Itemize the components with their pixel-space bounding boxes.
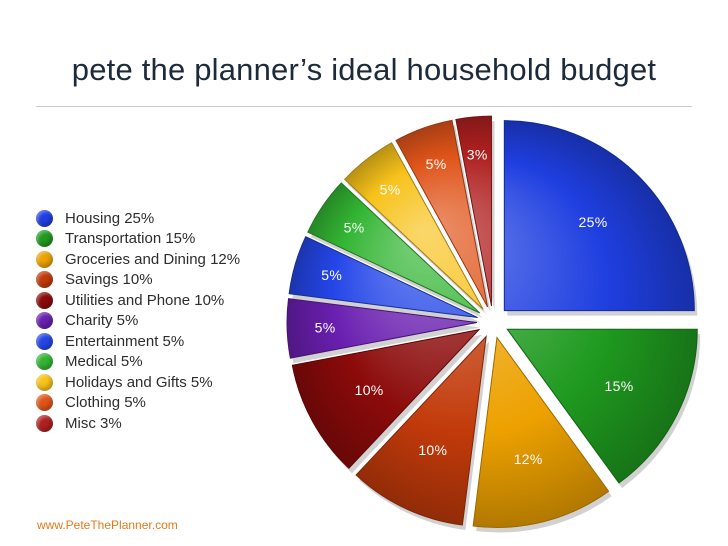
title-divider: [36, 106, 692, 107]
slice-label-housing: 25%: [579, 214, 608, 230]
legend-label: Medical 5%: [65, 353, 143, 371]
pie-slice-groceries-and-dining: [472, 336, 610, 528]
slice-label-clothing: 5%: [426, 156, 447, 172]
legend-item-holidays: Holidays and Gifts 5%: [36, 372, 240, 393]
legend-swatch: [36, 271, 53, 289]
legend-label: Entertainment 5%: [65, 332, 185, 350]
legend-label: Housing 25%: [65, 209, 155, 227]
pie-slice-holidays-and-gifts: [343, 142, 484, 310]
legend-item-misc: Misc 3%: [36, 413, 240, 434]
legend-swatch: [36, 230, 53, 248]
pie-slice-utilities-and-phone: [291, 328, 481, 469]
legend: Housing 25% Transportation 15% Groceries…: [36, 208, 240, 434]
legend-item-medical: Medical 5%: [36, 352, 240, 373]
legend-swatch: [36, 291, 53, 309]
legend-swatch: [36, 250, 53, 268]
slice-label-medical: 5%: [344, 220, 365, 236]
pie-slice-clothing: [395, 119, 489, 308]
slice-label-charity: 5%: [315, 319, 336, 335]
legend-label: Holidays and Gifts 5%: [65, 373, 213, 391]
legend-item-housing: Housing 25%: [36, 208, 240, 229]
legend-item-transportation: Transportation 15%: [36, 229, 240, 250]
legend-swatch: [36, 209, 53, 227]
slice-label-utilities-and-phone: 10%: [355, 382, 384, 398]
legend-label: Misc 3%: [65, 414, 122, 432]
pie-slice-transportation: [506, 328, 698, 484]
legend-label: Transportation 15%: [65, 230, 196, 248]
slice-label-transportation: 15%: [605, 378, 634, 394]
website-link[interactable]: www.PeteThePlanner.com: [37, 518, 178, 532]
pie-slice-charity: [286, 298, 478, 359]
slice-label-holidays-and-gifts: 5%: [380, 181, 401, 197]
legend-item-utilities: Utilities and Phone 10%: [36, 290, 240, 311]
pie-slice-misc: [455, 115, 492, 307]
slice-label-misc: 3%: [467, 147, 488, 163]
pie-slice-housing: [503, 120, 695, 312]
legend-item-savings: Savings 10%: [36, 270, 240, 291]
slice-label-savings: 10%: [418, 442, 447, 458]
legend-label: Utilities and Phone 10%: [65, 291, 225, 309]
slice-label-entertainment: 5%: [321, 267, 342, 283]
chart-title: pete the planner’s ideal household budge…: [71, 52, 657, 87]
pie-slice-medical: [307, 182, 481, 314]
legend-item-clothing: Clothing 5%: [36, 393, 240, 414]
pie-slice-savings: [355, 335, 487, 526]
legend-swatch: [36, 353, 53, 371]
legend-swatch: [36, 373, 53, 391]
legend-item-entertainment: Entertainment 5%: [36, 331, 240, 352]
legend-swatch: [36, 414, 53, 432]
legend-swatch: [36, 312, 53, 330]
legend-label: Clothing 5%: [65, 394, 146, 412]
legend-swatch: [36, 394, 53, 412]
legend-item-charity: Charity 5%: [36, 311, 240, 332]
slice-label-groceries-and-dining: 12%: [514, 451, 543, 467]
legend-item-groceries: Groceries and Dining 12%: [36, 249, 240, 270]
legend-label: Savings 10%: [65, 271, 153, 289]
legend-label: Groceries and Dining 12%: [65, 250, 241, 268]
pie-slice-entertainment: [288, 235, 478, 319]
legend-label: Charity 5%: [65, 312, 139, 330]
legend-swatch: [36, 332, 53, 350]
